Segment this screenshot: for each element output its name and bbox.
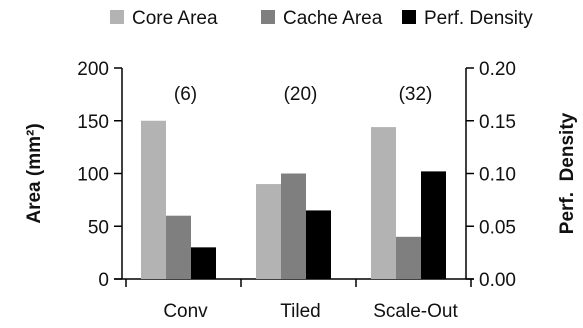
y-axis-title-right: Perf. Density bbox=[557, 112, 578, 234]
annotation-tiled: (20) bbox=[284, 84, 318, 105]
labels: 0 50 100 150 200 0.00 0.05 0.10 0.15 0.20 Conv (6) T… bbox=[24, 59, 578, 322]
bar-cache-area-tiled bbox=[281, 173, 306, 279]
bar-perf-density-conv bbox=[191, 247, 216, 279]
y-right-tick-label: 0.10 bbox=[479, 165, 516, 186]
y-right-tick-label: 0.15 bbox=[479, 112, 516, 133]
annotation-conv: (6) bbox=[174, 84, 197, 105]
y-left-tick-label: 150 bbox=[77, 112, 109, 133]
y-left-tick-label: 0 bbox=[98, 270, 109, 291]
legend-label-perf-density: Perf. Density bbox=[424, 8, 533, 29]
x-tick-label-conv: Conv bbox=[163, 301, 208, 322]
y-left-tick-label: 50 bbox=[88, 217, 109, 238]
bars bbox=[141, 120, 446, 279]
bar-cache-area-conv bbox=[166, 215, 191, 279]
x-tick-label-scale-out: Scale-Out bbox=[373, 301, 458, 322]
y-axis-title-left: Area (mm²) bbox=[24, 123, 45, 223]
bar-core-area-conv bbox=[141, 120, 166, 279]
legend: Core Area Cache Area Perf. Density bbox=[110, 8, 533, 29]
y-left-tick-label: 200 bbox=[77, 59, 109, 80]
legend-label-core-area: Core Area bbox=[132, 8, 218, 29]
bar-core-area-tiled bbox=[256, 184, 281, 279]
y-right-tick-label: 0.00 bbox=[479, 270, 516, 291]
bar-perf-density-scale-out bbox=[421, 171, 446, 279]
bar-perf-density-tiled bbox=[306, 210, 331, 279]
x-tick-label-tiled: Tiled bbox=[280, 301, 320, 322]
annotation-scale-out: (32) bbox=[399, 84, 433, 105]
y-right-tick-label: 0.20 bbox=[479, 59, 516, 80]
y-right-tick-label: 0.05 bbox=[479, 217, 516, 238]
legend-label-cache-area: Cache Area bbox=[283, 8, 383, 29]
y-left-tick-label: 100 bbox=[77, 165, 109, 186]
bar-cache-area-scale-out bbox=[396, 236, 421, 279]
bar-core-area-scale-out bbox=[371, 127, 396, 279]
legend-swatch-perf-density bbox=[402, 10, 416, 24]
legend-swatch-cache-area bbox=[261, 10, 275, 24]
legend-swatch-core-area bbox=[110, 10, 124, 24]
